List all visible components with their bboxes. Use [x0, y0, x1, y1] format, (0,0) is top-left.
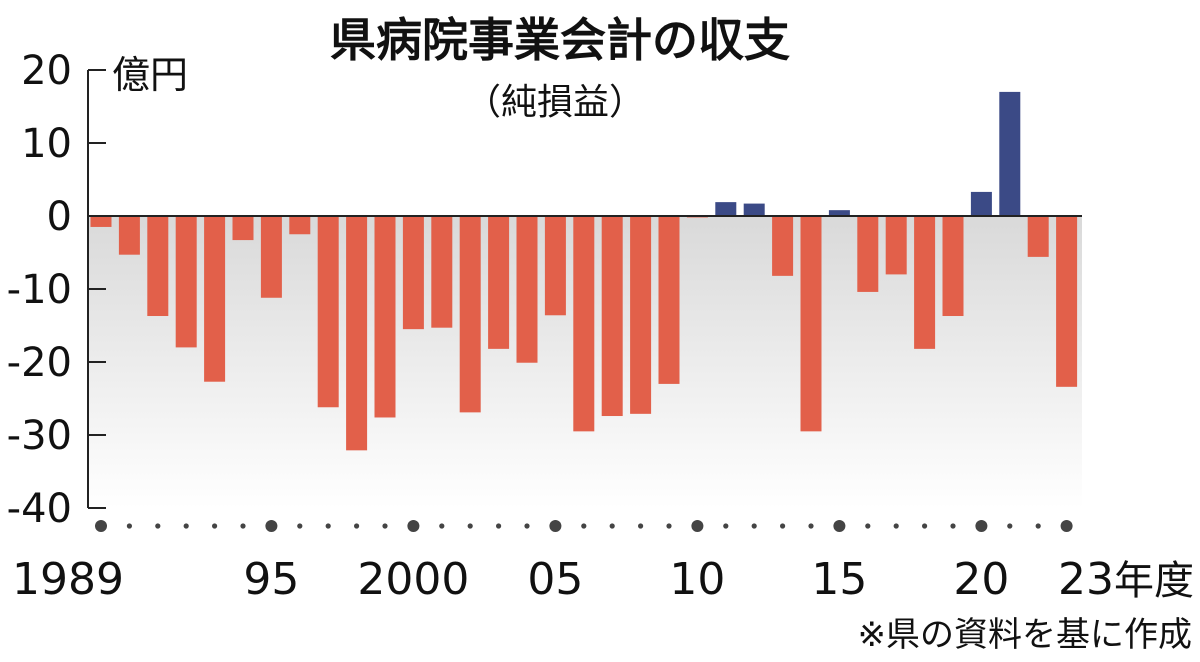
x-minor-dot: [893, 523, 899, 529]
bar-2019: [942, 216, 964, 317]
x-minor-dot: [666, 523, 672, 529]
x-minor-dot: [581, 523, 587, 529]
y-tick-label: -10: [7, 267, 72, 313]
x-tick-label: 95: [243, 554, 299, 605]
bar-2006: [573, 216, 595, 432]
x-tick-label: 2000: [357, 554, 469, 605]
x-minor-dot: [240, 523, 246, 529]
y-tick-label: 10: [21, 121, 72, 167]
bar-1992: [175, 216, 197, 348]
x-minor-dot: [808, 523, 814, 529]
x-major-dot: [407, 520, 420, 532]
bar-2003: [488, 216, 510, 349]
y-axis-label: 億円: [112, 53, 188, 97]
bar-2015: [828, 210, 850, 216]
bar-1993: [204, 216, 226, 382]
source-note: ※県の資料を基に作成: [858, 615, 1193, 655]
x-major-dot: [833, 520, 846, 532]
x-minor-dot: [126, 523, 132, 529]
x-minor-dot: [382, 523, 388, 529]
bar-2014: [800, 216, 822, 432]
x-minor-dot: [865, 523, 871, 529]
bar-2007: [601, 216, 623, 417]
bar-2013: [772, 216, 794, 276]
y-tick-label: -20: [7, 340, 72, 386]
bar-2002: [459, 216, 481, 413]
x-minor-dot: [354, 523, 360, 529]
bar-2018: [914, 216, 936, 349]
x-minor-dot: [922, 523, 928, 529]
x-minor-dot: [496, 523, 502, 529]
chart-title: 県病院事業会計の収支: [330, 13, 790, 67]
bar-1998: [346, 216, 368, 451]
x-minor-dot: [1007, 523, 1013, 529]
x-minor-dot: [325, 523, 331, 529]
bar-1990: [118, 216, 140, 255]
x-minor-dot: [439, 523, 445, 529]
bar-1994: [232, 216, 254, 241]
bar-2004: [516, 216, 538, 363]
bar-2020: [970, 191, 992, 216]
bar-2016: [857, 216, 879, 292]
x-minor-dot: [609, 523, 615, 529]
bar-2009: [658, 216, 680, 384]
x-minor-dot: [1035, 523, 1041, 529]
x-minor-dot: [950, 523, 956, 529]
x-tick-label: 15: [811, 554, 867, 605]
bar-2023: [1056, 216, 1078, 387]
x-major-dot: [1060, 520, 1073, 532]
bar-2008: [630, 216, 652, 414]
x-tick-label: 10: [669, 554, 725, 605]
y-tick-label: -40: [7, 486, 72, 532]
x-tick-label: 05: [527, 554, 583, 605]
x-major-dot: [95, 520, 107, 532]
x-minor-dot: [524, 523, 530, 529]
x-major-dot: [265, 520, 278, 532]
bar-1997: [317, 216, 339, 408]
bar-1995: [260, 216, 282, 298]
x-unit-label: 年度: [1114, 558, 1194, 604]
bar-1991: [147, 216, 169, 317]
bar-1989: [90, 216, 112, 227]
bar-2000: [402, 216, 424, 330]
x-minor-dot: [297, 523, 303, 529]
x-minor-dot: [723, 523, 729, 529]
x-minor-dot: [467, 523, 473, 529]
x-minor-dot: [155, 523, 161, 529]
bar-2012: [743, 203, 765, 216]
x-minor-dot: [212, 523, 218, 529]
x-tick-label: 20: [953, 554, 1009, 605]
x-tick-label: 1989: [12, 554, 124, 605]
x-major-dot: [549, 520, 562, 532]
x-minor-dot: [780, 523, 786, 529]
bar-2005: [544, 216, 566, 316]
x-major-dot: [691, 520, 704, 532]
x-tick-label: 23年度: [1058, 554, 1194, 605]
y-tick-label: 20: [21, 48, 72, 94]
y-tick-label: 0: [47, 194, 72, 240]
bar-1996: [289, 216, 311, 235]
x-minor-dot: [183, 523, 189, 529]
x-major-dot: [975, 520, 988, 532]
x-minor-dot: [638, 523, 644, 529]
bar-2001: [431, 216, 453, 328]
y-tick-label: -30: [7, 413, 72, 459]
chart-subtitle: （純損益）: [465, 82, 645, 123]
bar-2017: [885, 216, 907, 275]
bar-2022: [1027, 216, 1049, 257]
bar-2021: [999, 91, 1021, 216]
bar-1999: [374, 216, 396, 418]
x-minor-dot: [751, 523, 757, 529]
bar-2011: [715, 202, 737, 216]
